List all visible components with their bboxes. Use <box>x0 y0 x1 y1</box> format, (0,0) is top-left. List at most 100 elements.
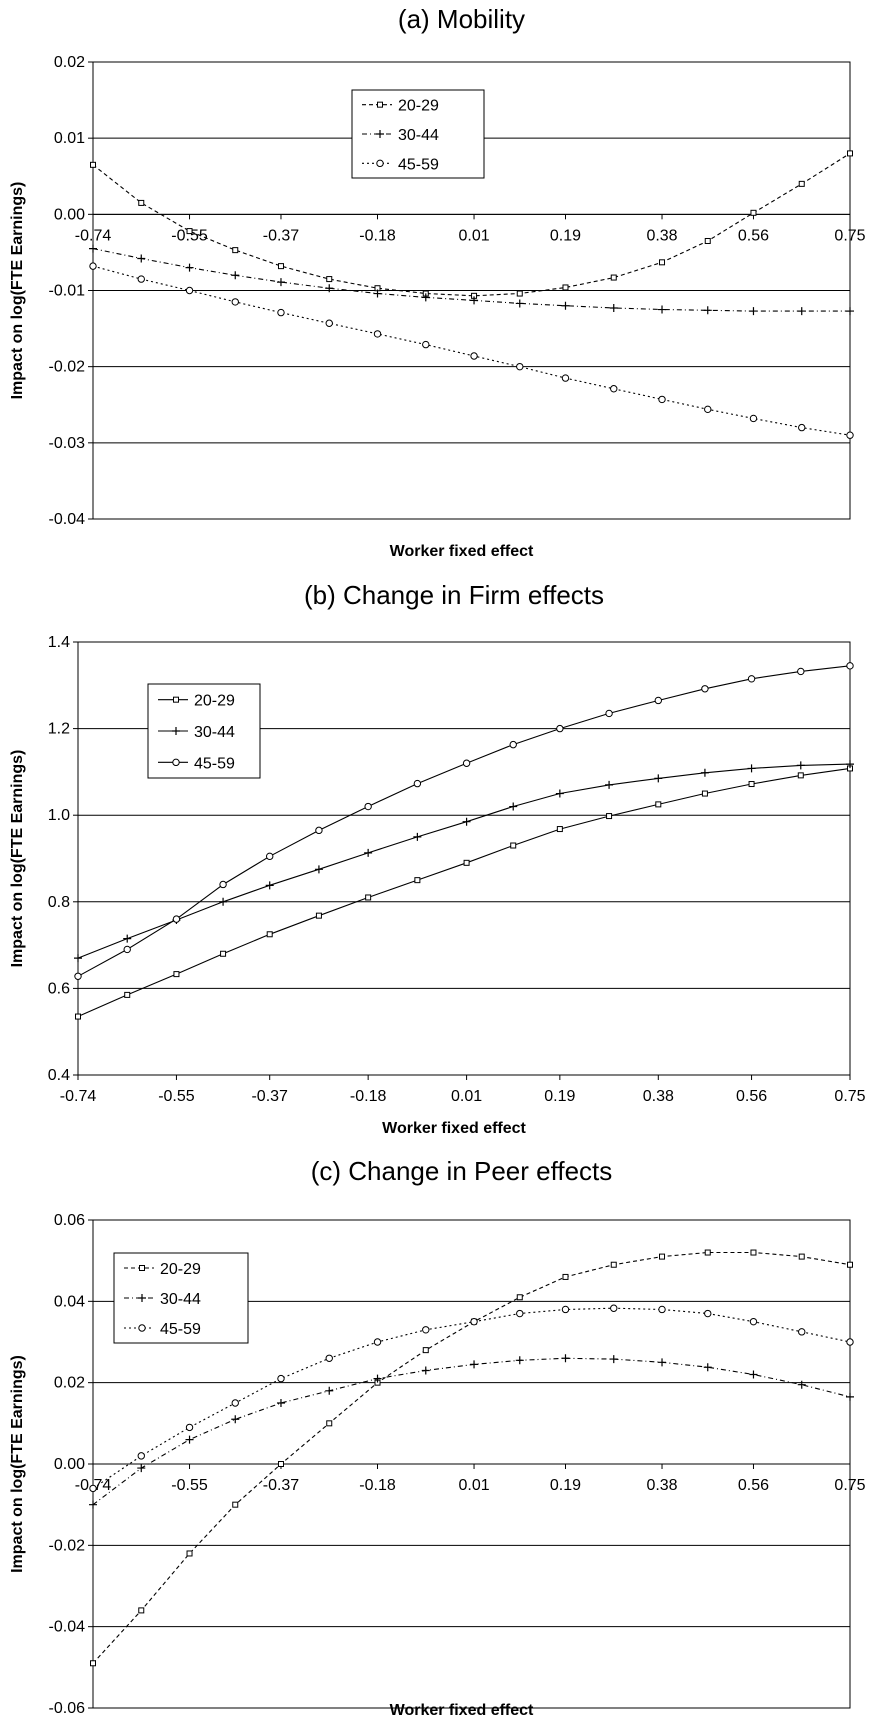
data-point-1-11 <box>609 304 618 313</box>
data-point-2-0 <box>89 1484 97 1493</box>
y-tick-label: 0.04 <box>54 1293 85 1310</box>
chart-panel-2: (c) Change in Peer effects 0.06 0.04 0.02 0.… <box>9 1156 866 1719</box>
data-point-2-9 <box>516 362 524 371</box>
legend-entry: 20-29 <box>194 693 235 710</box>
data-point-1-10 <box>555 789 564 798</box>
data-point-0-9 <box>516 290 523 297</box>
data-point-1-9 <box>515 299 524 308</box>
data-point-1-10 <box>561 1354 570 1363</box>
data-point-2-10 <box>561 1305 570 1314</box>
y-tick-label: -0.04 <box>49 511 86 528</box>
data-point-0-11 <box>610 274 617 281</box>
series-30-44 <box>89 1354 854 1509</box>
x-tick-label: -0.18 <box>359 1477 396 1494</box>
data-point-1-4 <box>276 1399 285 1407</box>
legend-entry: 30-44 <box>160 1291 201 1308</box>
data-point-0-5 <box>326 1420 333 1427</box>
data-point-2-10 <box>556 724 564 733</box>
y-tick-label: 0.01 <box>54 130 85 147</box>
x-tick-label: 0.56 <box>736 1088 767 1105</box>
chart-title: (c) Change in Peer effects <box>311 1156 613 1186</box>
chart-title: (a) Mobility <box>398 4 525 34</box>
legend-entry: 20-29 <box>398 98 439 115</box>
data-point-0-9 <box>510 842 517 849</box>
data-point-0-1 <box>124 991 131 998</box>
data-point-1-15 <box>796 761 805 770</box>
x-tick-label: 0.38 <box>643 1088 674 1105</box>
data-point-1-13 <box>700 768 709 777</box>
y-tick-label: -0.02 <box>49 359 86 376</box>
x-tick-label: -0.55 <box>158 1088 195 1105</box>
x-tick-label: -0.74 <box>60 1088 97 1105</box>
data-point-2-16 <box>846 1338 854 1346</box>
series-line <box>92 265 851 436</box>
series-line <box>92 248 850 312</box>
data-point-0-2 <box>186 1550 193 1557</box>
x-tick-label: 0.38 <box>646 1477 677 1494</box>
data-point-2-15 <box>797 667 805 676</box>
data-point-0-legend <box>377 101 383 108</box>
legend: 20-29 30-44 45-59 <box>351 89 485 179</box>
x-tick-label: 0.01 <box>458 227 489 244</box>
x-axis-label: Worker fixed effect <box>390 543 534 560</box>
x-axis-label: Worker fixed effect <box>390 1702 534 1719</box>
data-point-1-16 <box>846 1392 854 1401</box>
data-point-1-14 <box>747 764 756 773</box>
data-point-1-16 <box>846 760 854 769</box>
data-point-1-13 <box>703 1363 712 1372</box>
series-45-59 <box>74 662 854 980</box>
data-point-1-2 <box>185 263 194 272</box>
data-point-2-9 <box>516 1309 524 1318</box>
data-point-2-16 <box>846 662 854 670</box>
x-tick-label: -0.18 <box>359 227 396 244</box>
data-point-2-14 <box>749 414 758 423</box>
x-tick-label: 0.38 <box>646 227 677 244</box>
x-axis-label: Worker fixed effect <box>382 1120 526 1137</box>
x-tick-label: 0.75 <box>834 227 865 244</box>
data-point-2-13 <box>704 1309 712 1318</box>
data-point-2-6 <box>364 802 372 811</box>
data-point-0-14 <box>750 1249 757 1256</box>
data-point-0-12 <box>659 259 666 266</box>
data-point-2-11 <box>605 709 613 718</box>
data-point-1-3 <box>219 897 228 906</box>
data-point-0-13 <box>704 1249 711 1256</box>
data-point-1-1 <box>137 1464 146 1473</box>
data-point-2-4 <box>277 1374 285 1383</box>
data-point-0-4 <box>266 931 273 938</box>
data-point-2-11 <box>610 1304 618 1312</box>
legend-entry: 45-59 <box>194 755 235 772</box>
data-point-2-0 <box>89 262 97 270</box>
data-point-0-9 <box>516 1294 523 1301</box>
data-point-1-5 <box>325 1386 334 1395</box>
data-point-0-7 <box>422 1347 429 1354</box>
data-point-1-14 <box>749 1370 758 1379</box>
data-point-0-6 <box>365 894 372 901</box>
x-tick-label: -0.18 <box>350 1088 387 1105</box>
data-point-1-legend <box>138 1294 146 1302</box>
data-point-1-6 <box>373 1374 382 1383</box>
data-point-0-2 <box>186 228 193 235</box>
series-30-44 <box>89 244 854 316</box>
legend-entry: 20-29 <box>160 1261 201 1278</box>
chart-panel-1: (b) Change in Firm effects 1.4 1.2 1.0 0.8 0.… <box>9 580 866 1137</box>
data-point-0-legend <box>173 696 179 703</box>
y-axis-label: Impact on log(FTE Earnings) <box>9 1355 26 1573</box>
data-point-2-1 <box>123 945 131 954</box>
data-point-1-1 <box>123 934 132 943</box>
data-point-2-4 <box>277 308 285 317</box>
series-line <box>92 152 851 297</box>
data-point-1-7 <box>421 293 430 302</box>
data-point-1-6 <box>364 848 373 857</box>
data-point-2-7 <box>422 340 430 349</box>
data-point-1-4 <box>276 278 285 287</box>
data-point-0-8 <box>463 859 470 866</box>
plot-area <box>92 61 851 520</box>
series-45-59 <box>89 1304 854 1493</box>
y-axis-label: Impact on log(FTE Earnings) <box>9 750 26 968</box>
data-point-1-5 <box>314 865 323 874</box>
chart-title: (b) Change in Firm effects <box>304 580 604 610</box>
legend: 20-29 30-44 45-59 <box>113 1252 249 1344</box>
y-tick-label: 1.4 <box>48 634 70 651</box>
data-point-0-12 <box>659 1253 666 1260</box>
